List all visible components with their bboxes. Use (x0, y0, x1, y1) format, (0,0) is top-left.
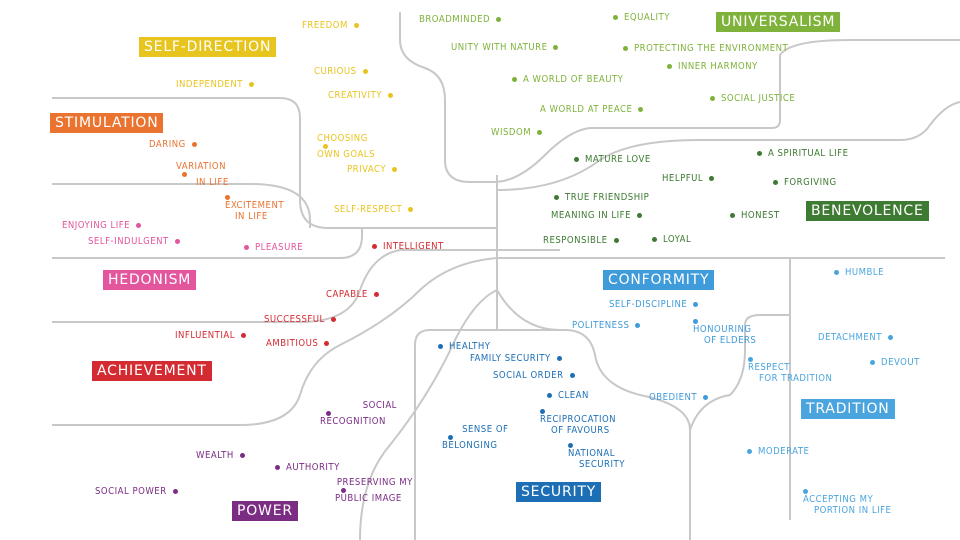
value-ambitious: AMBITIOUS (266, 338, 330, 349)
value-enjoying-life: ENJOYING LIFE (62, 220, 142, 231)
line-benevolence-mid (496, 101, 960, 191)
value-privacy: PRIVACY (347, 164, 398, 175)
value-politeness: POLITENESS (572, 320, 641, 331)
value-healthy: HEALTHY (438, 341, 491, 352)
value-moderate: MODERATE (747, 446, 809, 457)
value-world-beauty: A WORLD OF BEAUTY (512, 74, 623, 85)
value-curious: CURIOUS (314, 66, 368, 77)
value-helpful: HELPFUL (662, 173, 715, 184)
value-meaning-life: MEANING IN LIFE (551, 210, 642, 221)
line-conformity-lower (496, 289, 561, 331)
category-benevolence: BENEVOLENCE (806, 201, 929, 221)
category-power: POWER (232, 501, 298, 521)
value-humble: HUMBLE (834, 267, 884, 278)
value-family-security: FAMILY SECURITY (470, 353, 562, 364)
value-loyal: LOYAL (652, 234, 691, 245)
line-power-bottom (359, 289, 498, 540)
value-choosing-goals: CHOOSING OWN GOALS (317, 133, 375, 160)
line-tradition-left (689, 258, 791, 431)
value-honest: HONEST (730, 210, 780, 221)
value-social-justice: SOCIAL JUSTICE (710, 93, 795, 104)
value-belonging: SENSE OF BELONGING (442, 424, 509, 451)
category-stimulation: STIMULATION (50, 113, 164, 133)
value-responsible: RESPONSIBLE (543, 235, 619, 246)
line-benevolence-top (496, 39, 960, 183)
value-freedom: FREEDOM (302, 20, 359, 31)
value-honouring: HONOURING OF ELDERS (693, 319, 756, 346)
value-wealth: WEALTH (196, 450, 245, 461)
value-protecting-environment: PROTECTING THE ENVIRONMENT (623, 43, 788, 54)
value-excitement: EXCITEMENT IN LIFE (225, 195, 284, 222)
value-social-recognition: SOCIAL RECOGNITION (320, 400, 397, 427)
value-broadminded: BROADMINDED (419, 14, 502, 25)
line-achievement-branch (52, 249, 497, 323)
value-social-order: SOCIAL ORDER (493, 370, 575, 381)
line-power-branch (52, 257, 498, 426)
value-wisdom: WISDOM (491, 127, 543, 138)
category-hedonism: HEDONISM (103, 270, 197, 290)
value-creativity: CREATIVITY (328, 90, 393, 101)
category-tradition: TRADITION (801, 399, 895, 419)
category-security: SECURITY (516, 482, 602, 502)
value-inner-harmony: INNER HARMONY (667, 61, 758, 72)
value-respect-tradition: RESPECT FOR TRADITION (748, 357, 832, 384)
value-mature-love: MATURE LOVE (574, 154, 651, 165)
value-authority: AUTHORITY (275, 462, 340, 473)
value-capable: CAPABLE (326, 289, 379, 300)
value-successful: SUCCESSFUL (264, 314, 336, 325)
value-devout: DEVOUT (870, 357, 920, 368)
line-stimulation-branch (52, 183, 311, 228)
value-clean: CLEAN (547, 390, 589, 401)
line-security-box (414, 329, 691, 540)
value-intelligent: INTELLIGENT (372, 241, 444, 252)
value-preserving-image: PRESERVING MY PUBLIC IMAGE (335, 477, 413, 504)
value-forgiving: FORGIVING (773, 177, 837, 188)
value-accepting-portion: ACCEPTING MY PORTION IN LIFE (803, 489, 891, 516)
value-unity-nature: UNITY WITH NATURE (451, 42, 559, 53)
value-reciprocation: RECIPROCATION OF FAVOURS (540, 409, 616, 436)
value-obedient: OBEDIENT (649, 392, 709, 403)
category-achievement: ACHIEVEMENT (92, 361, 212, 381)
line-universalism-trunk (399, 12, 497, 183)
value-self-indulgent: SELF-INDULGENT (88, 236, 180, 247)
value-influential: INFLUENTIAL (175, 330, 247, 341)
value-variation: VARIATION IN LIFE (176, 161, 229, 188)
value-national-security: NATIONAL SECURITY (568, 443, 625, 470)
category-universalism: UNIVERSALISM (716, 12, 841, 32)
line-top-left-arc (52, 97, 497, 229)
category-self-direction: SELF-DIRECTION (139, 37, 277, 57)
value-world-peace: A WORLD AT PEACE (540, 104, 644, 115)
value-equality: EQUALITY (613, 12, 670, 23)
value-true-friendship: TRUE FRIENDSHIP (554, 192, 649, 203)
line-hedonism-branch (52, 228, 363, 259)
value-spiritual-life: A SPIRITUAL LIFE (757, 148, 849, 159)
value-independent: INDEPENDENT (176, 79, 254, 90)
value-self-respect: SELF-RESPECT (334, 204, 414, 215)
value-daring: DARING (149, 139, 197, 150)
value-detachment: DETACHMENT (818, 332, 893, 343)
value-pleasure: PLEASURE (244, 242, 303, 253)
value-self-discipline: SELF-DISCIPLINE (609, 299, 699, 310)
category-conformity: CONFORMITY (603, 270, 715, 290)
value-social-power: SOCIAL POWER (95, 486, 178, 497)
